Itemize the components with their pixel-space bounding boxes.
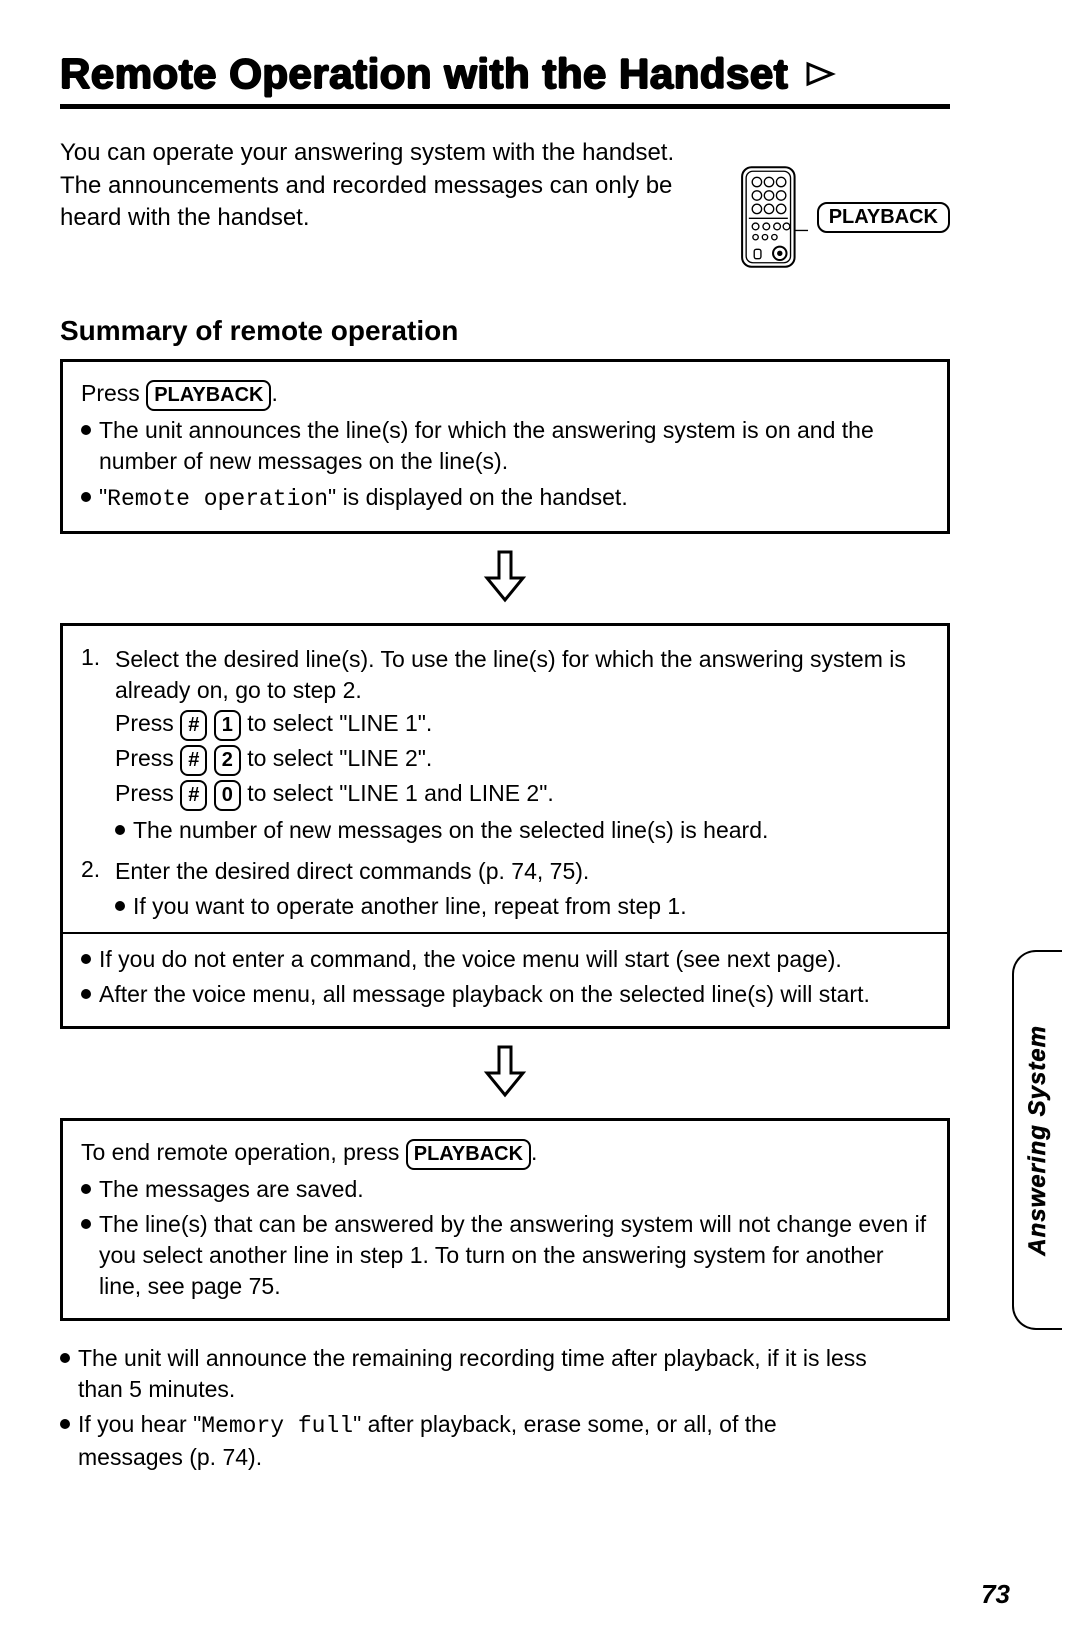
box1-bullet2: "Remote operation" is displayed on the h… (99, 482, 929, 515)
step-num-2: 2. (81, 854, 115, 885)
playback-key-label: PLAYBACK (817, 202, 950, 233)
bullet-icon (81, 954, 91, 964)
b2-mono: Remote operation (107, 486, 328, 512)
summary-heading: Summary of remote operation (60, 315, 950, 347)
box1-bullet1: The unit announces the line(s) for which… (99, 415, 929, 477)
box3-line1-pre: To end remote operation, press (81, 1139, 406, 1165)
n2-pre: If you hear " (78, 1411, 201, 1437)
s1d-pre: Press (115, 780, 180, 806)
bullet-icon (81, 492, 91, 502)
step2-bullet: If you want to operate another line, rep… (133, 891, 929, 922)
key-2: 2 (214, 745, 241, 776)
s1c-post: to select "LINE 2". (241, 745, 432, 771)
bullet-icon (115, 825, 125, 835)
b2-pre: " (99, 484, 107, 510)
title-rule (60, 104, 950, 109)
key-0: 0 (214, 780, 241, 811)
playback-button-label: PLAYBACK (406, 1139, 531, 1170)
press-suffix: . (271, 380, 277, 406)
down-arrow-1 (60, 548, 950, 609)
b2-post: " is displayed on the handset. (328, 484, 628, 510)
box3-line1-post: . (531, 1139, 537, 1165)
step1-line0: Press # 0 to select "LINE 1 and LINE 2". (115, 778, 929, 811)
s1b-post: to select "LINE 1". (241, 710, 432, 736)
bullet-icon (115, 901, 125, 911)
s1b-pre: Press (115, 710, 180, 736)
hash-key: # (180, 745, 207, 776)
bullet-icon (81, 989, 91, 999)
footer-n2: If you hear "Memory full" after playback… (78, 1409, 870, 1473)
footer-n1: The unit will announce the remaining rec… (78, 1343, 870, 1405)
bullet-icon (60, 1419, 70, 1429)
page-title-text: Remote Operation with the Handset (60, 50, 788, 97)
bullet-icon (60, 1353, 70, 1363)
page-title: Remote Operation with the Handset (60, 50, 950, 98)
handset-figure: PLAYBACK (730, 137, 950, 297)
intro-paragraph: You can operate your answering system wi… (60, 137, 710, 234)
box2-divider (63, 932, 947, 934)
handset-icon (730, 137, 811, 297)
step1-line1: Press # 1 to select "LINE 1". (115, 708, 929, 741)
s1c-pre: Press (115, 745, 180, 771)
bullet-icon (81, 1184, 91, 1194)
box2-post-b1: If you do not enter a command, the voice… (99, 944, 929, 975)
down-arrow-2 (60, 1043, 950, 1104)
page-number: 73 (981, 1579, 1010, 1610)
press-playback-line: Press PLAYBACK. (81, 378, 929, 411)
bullet-icon (81, 425, 91, 435)
hash-key: # (180, 780, 207, 811)
playback-button-label: PLAYBACK (146, 380, 271, 411)
press-prefix: Press (81, 380, 146, 406)
step1-line2: Press # 2 to select "LINE 2". (115, 743, 929, 776)
bullet-icon (81, 1219, 91, 1229)
step-box-2: 1. Select the desired line(s). To use th… (60, 623, 950, 1029)
s1d-post: to select "LINE 1 and LINE 2". (241, 780, 554, 806)
n2-mono: Memory full (201, 1413, 353, 1439)
box3-b1: The messages are saved. (99, 1174, 929, 1205)
footer-notes: The unit will announce the remaining rec… (60, 1343, 950, 1473)
box3-b2: The line(s) that can be answered by the … (99, 1209, 929, 1302)
step-num-1: 1. (81, 642, 115, 673)
box3-line1: To end remote operation, press PLAYBACK. (81, 1137, 929, 1170)
key-1: 1 (214, 710, 241, 741)
side-tab-label: Answering System (1024, 1025, 1052, 1256)
step-box-1: Press PLAYBACK. The unit announces the l… (60, 359, 950, 533)
title-arrow-icon (806, 55, 838, 98)
step-box-3: To end remote operation, press PLAYBACK.… (60, 1118, 950, 1321)
step2-text: Enter the desired direct commands (p. 74… (115, 856, 929, 887)
step1-text: Select the desired line(s). To use the l… (115, 644, 929, 706)
box2-post-b2: After the voice menu, all message playba… (99, 979, 929, 1010)
side-tab: Answering System (1012, 950, 1062, 1330)
hash-key: # (180, 710, 207, 741)
step1-bullet: The number of new messages on the select… (133, 815, 929, 846)
